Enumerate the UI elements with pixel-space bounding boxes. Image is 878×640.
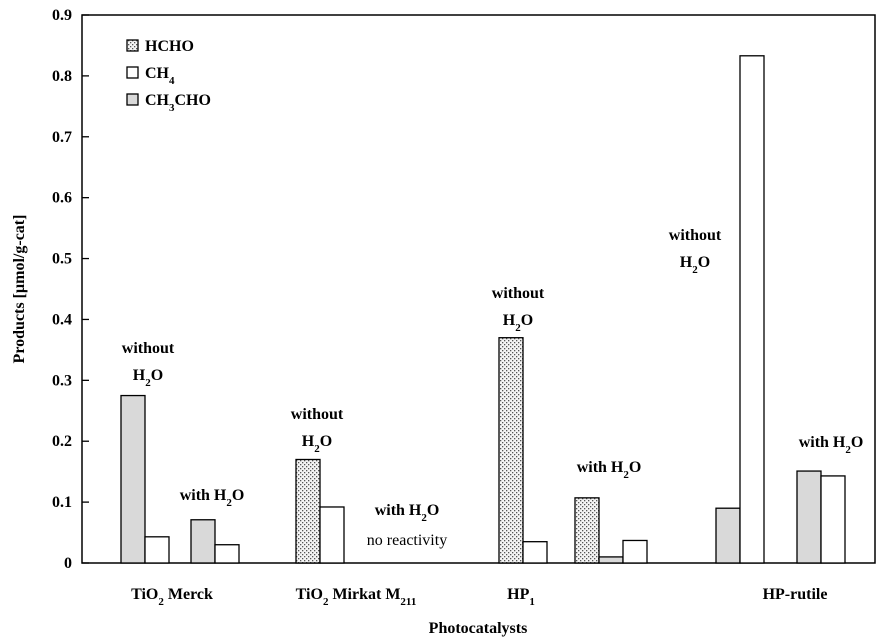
bar-ch3cho bbox=[715, 507, 741, 564]
no-reactivity-note: no reactivity bbox=[367, 532, 447, 549]
y-tick-label: 0.6 bbox=[52, 190, 72, 207]
y-axis-title: Products [µmol/g-cat] bbox=[11, 215, 28, 364]
condition-label: without bbox=[492, 285, 545, 302]
condition-label: with H2O bbox=[180, 487, 245, 509]
condition-label: without bbox=[291, 406, 344, 423]
bar-hcho bbox=[295, 458, 321, 564]
legend-label-hcho: HCHO bbox=[145, 38, 194, 55]
bar-ch4 bbox=[214, 544, 240, 564]
y-tick-label: 0.9 bbox=[52, 7, 72, 24]
condition-label: with H2O bbox=[577, 459, 642, 481]
legend-label-ch4: CH4 bbox=[145, 65, 175, 87]
bar-ch4 bbox=[144, 536, 170, 564]
x-category-label: HP-rutile bbox=[763, 586, 828, 603]
bar-ch4 bbox=[820, 475, 846, 564]
bar-ch3cho bbox=[120, 394, 146, 564]
y-tick-label: 0.3 bbox=[52, 372, 72, 389]
condition-label: without bbox=[669, 227, 722, 244]
y-tick-label: 0.5 bbox=[52, 251, 72, 268]
condition-label: with H2O bbox=[375, 502, 440, 524]
x-category-label: HP1 bbox=[507, 586, 535, 608]
bar-ch4 bbox=[622, 539, 648, 564]
bar-ch3cho bbox=[598, 556, 624, 564]
legend-swatch-ch3cho bbox=[126, 93, 139, 106]
condition-label: H2O bbox=[680, 254, 710, 276]
y-tick-label: 0.7 bbox=[52, 129, 72, 146]
y-tick-label: 0.1 bbox=[52, 494, 72, 511]
y-tick-label: 0.2 bbox=[52, 433, 72, 450]
legend-swatch-hcho bbox=[126, 39, 139, 52]
y-tick-label: 0.4 bbox=[52, 311, 72, 328]
bar-hcho bbox=[574, 497, 600, 564]
condition-label: without bbox=[122, 340, 175, 357]
condition-label: H2O bbox=[503, 312, 533, 334]
bar-ch4 bbox=[522, 541, 548, 564]
x-axis-title: Photocatalysts bbox=[429, 620, 528, 637]
y-tick-label: 0.8 bbox=[52, 68, 72, 85]
condition-label: H2O bbox=[133, 367, 163, 389]
plot-frame bbox=[81, 14, 876, 564]
bar-ch3cho bbox=[190, 519, 216, 564]
condition-label: with H2O bbox=[799, 434, 864, 456]
bar-ch4 bbox=[319, 506, 345, 564]
bar-ch4 bbox=[739, 55, 765, 564]
legend-label-ch3cho: CH3CHO bbox=[145, 92, 211, 114]
legend-swatch-ch4 bbox=[126, 66, 139, 79]
y-tick-label: 0 bbox=[64, 555, 72, 572]
bar-hcho bbox=[498, 337, 524, 564]
x-category-label: TiO2 Merck bbox=[131, 586, 213, 608]
condition-label: H2O bbox=[302, 433, 332, 455]
bar-ch3cho bbox=[796, 470, 822, 564]
x-category-label: TiO2 Mirkat M211 bbox=[296, 586, 417, 608]
